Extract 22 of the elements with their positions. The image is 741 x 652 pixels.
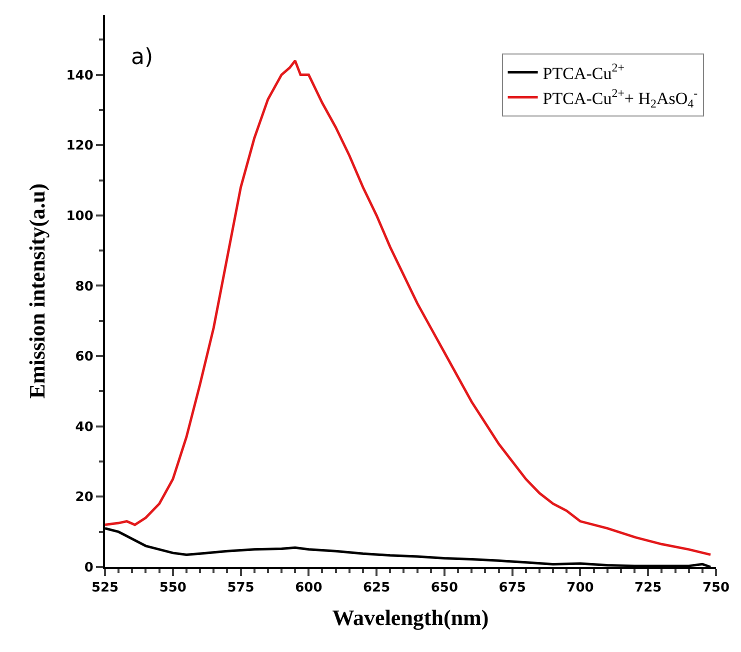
y-tick-label: 60 [75, 350, 94, 365]
x-tick-label: 575 [227, 580, 254, 596]
x-tick-label: 750 [702, 580, 730, 596]
y-tick-label: 140 [66, 68, 94, 84]
x-tick-label: 625 [362, 580, 390, 596]
y-tick-label: 120 [66, 138, 94, 154]
x-tick-label: 600 [295, 580, 322, 596]
x-tick-label: 650 [430, 580, 458, 596]
x-tick-label: 525 [91, 580, 119, 596]
y-tick-label: 80 [75, 279, 94, 294]
y-tick-label: 40 [75, 420, 94, 435]
legend-label: PTCA-Cu$^{2+}$ [542, 60, 625, 83]
x-axis-title: Wavelength(nm) [332, 605, 489, 630]
x-tick-label: 725 [634, 580, 662, 596]
annotation: a) [131, 45, 154, 70]
y-axis-title: Emission intensity(a.u) [24, 183, 50, 399]
y-tick-label: 20 [75, 490, 94, 506]
x-tick-label: 550 [159, 580, 186, 596]
y-tick-label: 0 [84, 560, 94, 576]
x-tick-label: 675 [498, 580, 526, 596]
x-tick-label: 700 [566, 580, 594, 596]
y-tick-label: 100 [66, 208, 94, 224]
